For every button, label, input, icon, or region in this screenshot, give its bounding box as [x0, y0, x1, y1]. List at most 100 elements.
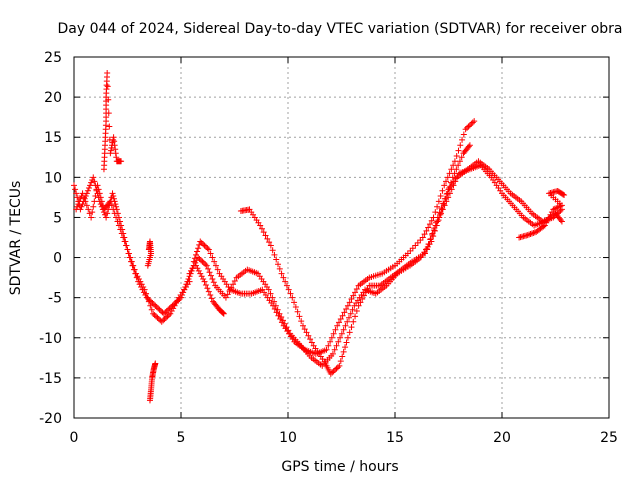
data-point — [104, 210, 111, 217]
data-point — [79, 190, 86, 197]
axis-ticks: 0 5 10 15 20 25 -20 -15 -10 -5 0 5 10 15 20 25 — [39, 50, 618, 446]
data-point — [94, 182, 101, 189]
data-point — [202, 261, 209, 268]
data-point — [106, 123, 113, 130]
data-point — [151, 312, 158, 319]
data-point — [91, 178, 98, 185]
data-point — [455, 147, 462, 154]
data-point — [110, 206, 117, 213]
data-point — [527, 231, 534, 238]
data-point — [438, 205, 445, 212]
data-point — [120, 234, 127, 241]
data-point — [292, 304, 299, 311]
data-point — [342, 322, 349, 329]
data-point — [333, 365, 340, 372]
data-point — [333, 342, 340, 349]
chart-title: Day 044 of 2024, Sidereal Day-to-day VTE… — [57, 21, 622, 37]
data-point — [113, 203, 120, 210]
data-point — [209, 275, 216, 282]
data-point — [197, 270, 204, 277]
data-point — [202, 281, 209, 288]
data-point — [323, 346, 330, 353]
x-tick-label: 5 — [177, 430, 186, 446]
data-point — [341, 309, 348, 316]
data-point — [211, 258, 218, 265]
data-point — [212, 262, 219, 269]
data-point — [336, 362, 343, 369]
data-point — [117, 226, 124, 233]
data-point — [528, 230, 535, 237]
data-point — [220, 310, 227, 317]
data-point — [429, 230, 436, 237]
data-point — [271, 298, 278, 305]
data-point — [425, 241, 432, 248]
data-point — [90, 174, 97, 181]
data-point — [114, 218, 121, 225]
y-tick-label: -5 — [48, 291, 62, 307]
data-point — [329, 350, 336, 357]
data-point — [457, 142, 464, 149]
data-point — [350, 292, 357, 299]
data-point — [75, 201, 82, 208]
data-point — [196, 255, 203, 262]
data-point — [123, 242, 130, 249]
data-point — [110, 193, 117, 200]
data-point — [340, 326, 347, 333]
data-point — [327, 338, 334, 345]
grid-lines — [74, 57, 609, 418]
data-point — [153, 313, 160, 320]
y-tick-label: 5 — [53, 210, 62, 226]
data-point — [439, 206, 446, 213]
data-point — [134, 273, 141, 280]
data-point — [140, 283, 147, 290]
data-point — [228, 284, 235, 291]
data-point — [88, 214, 95, 221]
data-point — [453, 152, 460, 159]
data-point — [204, 245, 211, 252]
data-point — [113, 214, 120, 221]
data-point — [336, 319, 343, 326]
data-point — [353, 308, 360, 315]
data-point — [171, 302, 178, 309]
data-point — [325, 342, 332, 349]
data-point — [118, 230, 125, 237]
data-point — [421, 231, 428, 238]
data-point — [541, 222, 548, 229]
data-point — [205, 246, 212, 253]
data-point — [459, 136, 466, 143]
data-point — [338, 330, 345, 337]
data-point — [550, 206, 557, 213]
data-point — [289, 294, 296, 301]
data-point — [112, 146, 119, 153]
data-point — [551, 205, 558, 212]
data-point — [158, 318, 165, 325]
data-point — [469, 119, 476, 126]
data-point — [161, 316, 168, 323]
data-point — [264, 235, 271, 242]
data-point — [426, 221, 433, 228]
data-point — [260, 229, 267, 236]
data-point — [272, 302, 279, 309]
data-point — [187, 267, 194, 274]
data-point — [557, 217, 564, 224]
x-tick-label: 20 — [493, 430, 511, 446]
data-point — [344, 334, 351, 341]
data-point — [153, 304, 160, 311]
data-point — [456, 158, 463, 165]
data-point — [89, 209, 96, 216]
data-point — [334, 322, 341, 329]
data-point — [98, 198, 105, 205]
data-point — [97, 194, 104, 201]
data-point — [205, 288, 212, 295]
data-point — [332, 326, 339, 333]
data-point — [332, 366, 339, 373]
data-point — [195, 254, 202, 261]
data-point — [150, 310, 157, 317]
data-point — [71, 182, 77, 189]
data-point — [282, 278, 289, 285]
data-point — [168, 308, 175, 315]
data-point — [423, 227, 430, 234]
data-point — [173, 298, 180, 305]
data-point — [115, 222, 122, 229]
data-point — [530, 229, 537, 236]
